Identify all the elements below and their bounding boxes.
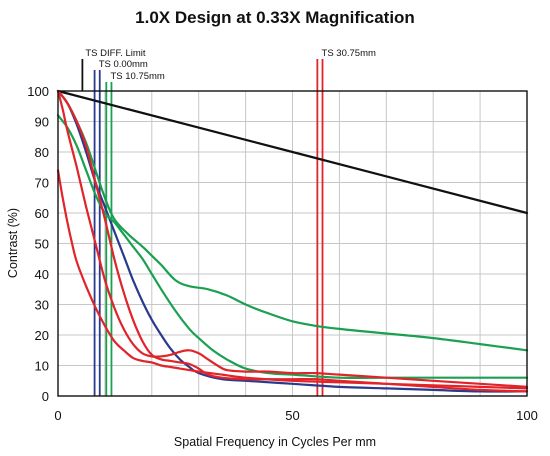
x-tick-label: 50: [285, 408, 299, 423]
series-line: [56, 169, 529, 390]
series-group: [56, 89, 529, 393]
y-tick-label: 0: [42, 389, 49, 404]
series-line: [56, 89, 529, 393]
y-tick-label: 60: [35, 206, 49, 221]
x-tick-label: 0: [54, 408, 61, 423]
y-tick-label: 70: [35, 176, 49, 191]
y-tick-label: 80: [35, 145, 49, 160]
series-line: [56, 89, 529, 352]
y-tick-label: 90: [35, 115, 49, 130]
plot-frame: [57, 90, 528, 397]
series-line: [56, 89, 529, 388]
y-tick-label: 30: [35, 298, 49, 313]
field-annotation-label: TS DIFF. Limit: [85, 48, 146, 59]
series-line: [56, 89, 529, 215]
y-tick-label: 40: [35, 267, 49, 282]
field-annotation-label: TS 30.75mm: [322, 48, 376, 59]
grid: [58, 91, 527, 396]
field-annotation-label: TS 0.00mm: [99, 59, 148, 70]
y-axis-title: Contrast (%): [6, 208, 20, 278]
x-tick-label: 100: [516, 408, 538, 423]
series-line: [56, 114, 529, 380]
y-tick-label: 10: [35, 359, 49, 374]
y-tick-label: 100: [27, 84, 49, 99]
y-tick-label: 50: [35, 237, 49, 252]
y-tick-labels: 0 10 20 30 40 50 60 70 80 90 100: [27, 84, 49, 404]
chart-title: 1.0X Design at 0.33X Magnification: [135, 8, 415, 27]
x-tick-labels: 0 50 100: [54, 408, 537, 423]
field-annotation-label: TS 10.75mm: [110, 71, 164, 82]
x-axis-title: Spatial Frequency in Cycles Per mm: [174, 435, 376, 449]
field-markers: [81, 59, 324, 396]
y-tick-label: 20: [35, 328, 49, 343]
